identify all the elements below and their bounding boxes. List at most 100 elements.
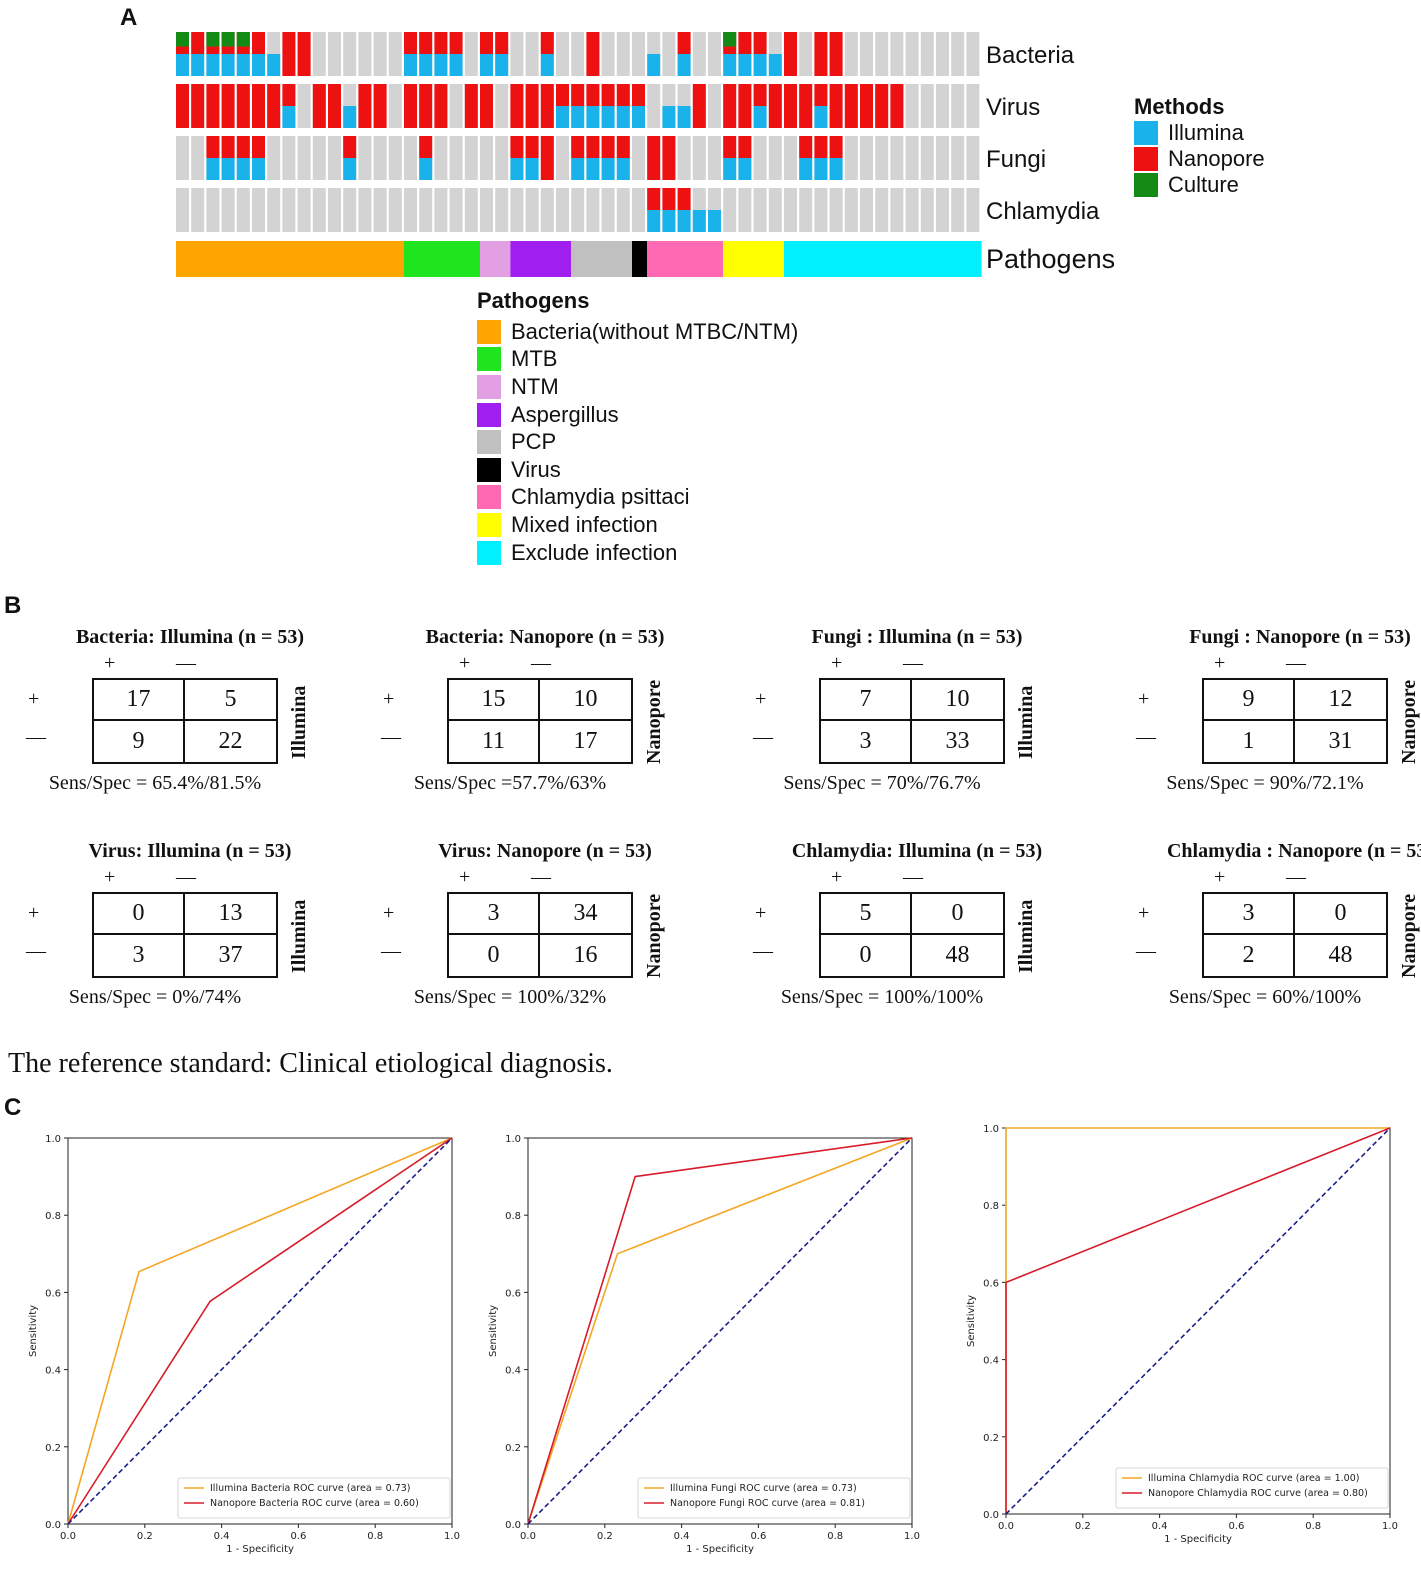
nanopore-cell [890,84,904,128]
heatmap-cell [282,136,296,180]
heatmap-cell [556,188,569,232]
nanopore-cell [191,84,205,128]
legend-item-nanopore: Nanopore [1134,146,1265,172]
roc-curve-line [527,1137,913,1525]
table-title: Virus: Nanopore (n = 53) [438,840,652,862]
col-plus-sign: + [104,866,116,888]
x-tick-label: 0.0 [60,1531,76,1542]
x-axis-label: 1 - Specificity [1164,1534,1232,1545]
table-title: Bacteria: Illumina (n = 53) [75,626,305,648]
pathogen-legend-label: Chlamydia psittaci [511,484,690,510]
y-tick-label: 0.4 [45,1366,61,1377]
heatmap-cell [814,188,828,232]
illumina-cell [829,158,843,180]
row-minus-sign: — [1136,940,1156,962]
nanopore-cell [784,84,797,128]
nanopore-cell [662,188,676,210]
method-side-label: Illumina [288,899,310,973]
nanopore-cell [540,136,554,180]
heatmap-cell [449,84,463,128]
illumina-swatch [1134,121,1158,145]
method-side-label: Illumina [1015,899,1037,973]
pathogen-legend-item: PCP [477,428,798,456]
culture-cell [206,32,220,47]
heatmap-cell [936,32,949,76]
heatmap-cell [829,188,843,232]
heatmap-cell [556,136,569,180]
nanopore-cell [677,188,691,210]
nanopore-cell [419,32,433,54]
nanopore-cell [723,136,737,158]
row-label-virus: Virus [986,94,1041,121]
nanopore-cell [343,136,357,158]
x-tick-label: 0.0 [520,1531,536,1542]
illumina-cell [556,106,569,128]
illumina-cell [480,54,493,76]
col-minus-sign: — [903,866,923,888]
nanopore-cell [586,32,600,76]
heatmap-cell [176,188,189,232]
heatmap-cell [525,32,539,76]
illumina-cell [419,54,433,76]
heatmap-cell [252,188,265,232]
heatmap-cell [844,32,858,76]
nanopore-cell [525,84,539,128]
y-tick-label: 0.4 [505,1366,521,1377]
illumina-cell [647,54,661,76]
nanopore-cell [252,136,265,158]
y-tick-label: 0.2 [505,1443,521,1454]
illumina-cell [252,158,265,180]
pathogen-heatmap [176,32,982,277]
heatmap-cell [419,188,433,232]
illumina-cell [601,106,615,128]
nanopore-cell [434,84,448,128]
pathogens-legend: Pathogens Bacteria(without MTBC/NTM) MTB N… [477,288,798,566]
cell-fp: 0 [912,894,1003,935]
heatmap-cell [328,32,341,76]
nanopore-cell [206,136,220,158]
nanopore-cell [632,84,645,106]
heatmap-cell [966,188,980,232]
nanopore-cell [358,84,372,128]
illumina-cell [616,158,630,180]
table-grid: 0 13 3 37 [92,892,278,978]
cell-fn: 9 [94,721,185,762]
heatmap-cell [267,188,281,232]
nanopore-cell [191,32,205,54]
contingency-table: Virus: Illumina (n = 53) + — + — 0 13 3 … [20,840,350,1030]
y-tick-label: 1.0 [45,1134,61,1145]
heatmap-cell [692,32,706,76]
legend-item-culture: Culture [1134,172,1265,198]
nanopore-cell [404,84,417,128]
pathogens-legend-title: Pathogens [477,288,590,313]
culture-cell [723,32,737,47]
pathogen-group-bar [571,241,632,277]
nanopore-cell [814,136,828,158]
legend-box [177,1477,451,1519]
nanopore-cell [236,136,250,158]
y-tick-label: 0.0 [505,1520,521,1531]
illumina-cell [616,106,630,128]
nanopore-cell [312,84,326,128]
nanopore-cell [738,84,752,128]
row-minus-sign: — [1136,726,1156,748]
heatmap-cell [358,188,372,232]
culture-cell [221,32,235,47]
pathogen-legend-label: Bacteria(without MTBC/NTM) [511,318,799,344]
nanopore-cell [814,32,828,76]
heatmap-cell [844,136,858,180]
nanopore-cell [556,84,569,106]
x-axis-label: 1 - Specificity [226,1544,294,1555]
heatmap-cell [662,32,676,76]
heatmap-cell [951,32,965,76]
nanopore-cell [571,84,585,106]
nanopore-cell [829,84,843,128]
table-grid: 17 5 9 22 [92,678,278,764]
heatmap-cell [388,32,402,76]
nanopore-cell [829,32,843,76]
panel-c-label: C [4,1094,22,1121]
col-minus-sign: — [1286,866,1306,888]
cell-tp: 5 [821,894,912,935]
illumina-cell [586,158,600,180]
heatmap-cell [860,188,873,232]
